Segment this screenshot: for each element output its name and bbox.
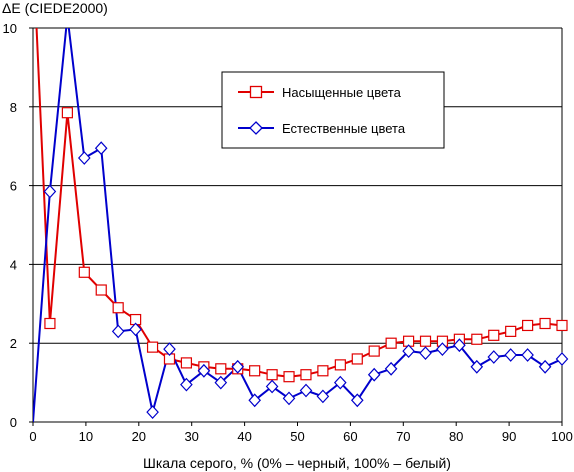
x-tick-label-70: 70 bbox=[396, 429, 410, 444]
series-1-point-1 bbox=[44, 317, 56, 330]
series-2-point-8 bbox=[163, 342, 176, 356]
series-2-point-12 bbox=[231, 359, 245, 374]
series-2-point-25 bbox=[453, 338, 466, 353]
series-2-point-5 bbox=[111, 324, 125, 339]
markers-group bbox=[43, 107, 569, 419]
y-axis-title: ΔE (CIEDE2000) bbox=[2, 0, 108, 16]
y-tick-label-2: 2 bbox=[10, 336, 17, 351]
legend-label-series-1: Насыщенные цвета bbox=[282, 85, 402, 100]
legend-marker-series-1 bbox=[249, 85, 263, 99]
series-2-point-7 bbox=[146, 405, 159, 419]
series-1-point-20 bbox=[368, 345, 380, 357]
series-1-point-27 bbox=[488, 329, 500, 341]
x-tick-label-40: 40 bbox=[237, 429, 251, 444]
x-tick-label-60: 60 bbox=[343, 429, 357, 444]
series-2-point-13 bbox=[248, 393, 262, 408]
legend-marker-series-2 bbox=[249, 121, 263, 135]
series-2-point-27 bbox=[487, 350, 501, 364]
series-2-point-6 bbox=[129, 322, 142, 337]
y-tick-label-0: 0 bbox=[10, 415, 17, 430]
series-2-point-11 bbox=[214, 375, 228, 390]
x-tick-label-30: 30 bbox=[184, 429, 198, 444]
series-2-point-17 bbox=[316, 389, 330, 404]
y-tick-label-8: 8 bbox=[10, 100, 17, 115]
series-1-point-19 bbox=[351, 353, 363, 365]
series-1-point-13 bbox=[249, 365, 261, 377]
series-1-point-18 bbox=[334, 359, 346, 371]
series-2-point-22 bbox=[402, 344, 415, 358]
series-1-point-23 bbox=[419, 335, 432, 347]
series-2-point-31 bbox=[555, 352, 569, 366]
series-2-point-18 bbox=[333, 375, 347, 390]
x-tick-label-50: 50 bbox=[290, 429, 304, 444]
series-1-point-26 bbox=[471, 333, 483, 345]
series-2-point-23 bbox=[419, 346, 432, 360]
series-2-point-30 bbox=[538, 359, 552, 374]
series-2-point-1 bbox=[43, 184, 57, 199]
legend-label-series-2: Естественные цвета bbox=[282, 121, 406, 136]
series-2-point-19 bbox=[350, 393, 364, 408]
series-2-point-14 bbox=[265, 379, 279, 394]
x-tick-label-10: 10 bbox=[79, 429, 93, 444]
series-2-point-10 bbox=[197, 363, 211, 378]
y-tick-label-10: 10 bbox=[3, 21, 17, 36]
x-tick-label-0: 0 bbox=[29, 429, 36, 444]
series-1-point-16 bbox=[300, 369, 312, 381]
series-2-point-21 bbox=[384, 361, 398, 376]
series-2-point-9 bbox=[180, 377, 193, 392]
series-2-point-29 bbox=[521, 348, 534, 362]
series-2-point-28 bbox=[504, 348, 518, 362]
series-1-point-3 bbox=[78, 266, 90, 278]
x-tick-label-80: 80 bbox=[449, 429, 463, 444]
series-1-point-11 bbox=[215, 363, 227, 375]
axes bbox=[29, 27, 563, 426]
x-tick-label-20: 20 bbox=[132, 429, 146, 444]
series-1-point-30 bbox=[539, 317, 551, 330]
series-2-point-20 bbox=[367, 367, 381, 382]
x-axis-title: Шкала серого, % (0% – черный, 100% – бел… bbox=[143, 455, 451, 471]
series-1-point-4 bbox=[95, 284, 107, 296]
series-2-point-24 bbox=[436, 342, 449, 356]
series-2-point-15 bbox=[282, 391, 296, 406]
series-2-point-26 bbox=[470, 359, 484, 374]
legend: Насыщенные цвета Естественные цвета bbox=[221, 71, 445, 149]
series-1-point-21 bbox=[385, 337, 397, 349]
series-1-point-31 bbox=[556, 319, 568, 332]
series-group bbox=[33, 28, 562, 422]
series-1-point-9 bbox=[180, 357, 193, 369]
series-1-point-15 bbox=[283, 371, 295, 383]
series-2-point-3 bbox=[77, 151, 91, 165]
x-tick-label-100: 100 bbox=[551, 429, 573, 444]
x-tick-label-90: 90 bbox=[502, 429, 516, 444]
series-line-1 bbox=[35, 28, 562, 378]
legend-box bbox=[221, 71, 445, 149]
series-2-point-16 bbox=[299, 383, 313, 398]
series-1-point-2 bbox=[61, 107, 73, 119]
y-tick-label-4: 4 bbox=[10, 257, 17, 272]
series-1-point-5 bbox=[112, 302, 124, 314]
series-1-point-14 bbox=[266, 369, 278, 381]
series-1-point-29 bbox=[522, 319, 534, 332]
series-1-point-28 bbox=[505, 325, 517, 337]
series-1-point-17 bbox=[317, 365, 329, 377]
series-2-point-4 bbox=[94, 141, 108, 156]
y-tick-label-6: 6 bbox=[10, 179, 17, 194]
series-1-point-7 bbox=[146, 341, 159, 353]
